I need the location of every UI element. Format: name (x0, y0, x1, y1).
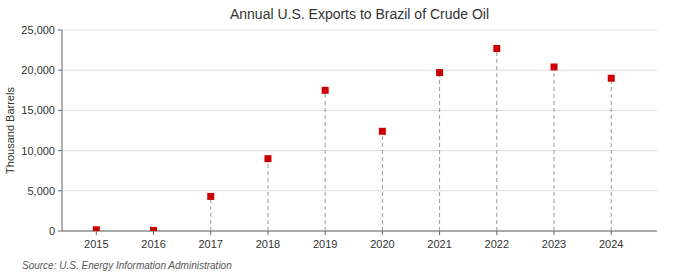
y-tick-label: 25,000 (21, 24, 55, 36)
x-tick-label: 2017 (199, 238, 223, 250)
x-tick-label: 2020 (370, 238, 394, 250)
chart: Annual U.S. Exports to Brazil of Crude O… (0, 0, 675, 275)
point (93, 226, 100, 231)
y-tick-label: 5,000 (27, 185, 55, 197)
y-tick (58, 30, 62, 31)
title: Annual U.S. Exports to Brazil of Crude O… (230, 6, 489, 22)
y-axis-label: Thousand Barrels (4, 87, 16, 174)
stem (382, 131, 383, 231)
grid-line (62, 30, 657, 31)
stem (267, 159, 268, 231)
point (322, 87, 329, 94)
point (207, 193, 214, 200)
x-tick (325, 231, 326, 235)
stem (554, 67, 555, 231)
point (379, 128, 386, 135)
point (436, 69, 443, 76)
y-tick-label: 20,000 (21, 64, 55, 76)
y-tick-label: 0 (49, 225, 55, 237)
stem (611, 78, 612, 231)
x-tick-label: 2015 (84, 238, 108, 250)
point (150, 227, 157, 231)
y-tick (58, 190, 62, 191)
x-tick (382, 231, 383, 235)
stem (439, 73, 440, 231)
y-tick (58, 231, 62, 232)
x-tick (439, 231, 440, 235)
x-tick (96, 231, 97, 235)
point (551, 63, 558, 70)
stem (325, 90, 326, 231)
y-tick-label: 15,000 (21, 104, 55, 116)
source: Source: U.S. Energy Information Administ… (22, 260, 232, 271)
x-tick (554, 231, 555, 235)
y-tick (58, 70, 62, 71)
x-tick (496, 231, 497, 235)
y-tick (58, 150, 62, 151)
grid-line (62, 150, 657, 151)
x-tick-label: 2024 (599, 238, 623, 250)
x-tick (210, 231, 211, 235)
point (608, 75, 615, 82)
grid-line (62, 190, 657, 191)
x-tick (611, 231, 612, 235)
x-tick (153, 231, 154, 235)
grid-line (62, 70, 657, 71)
grid (62, 30, 657, 231)
x-tick-label: 2021 (427, 238, 451, 250)
x-tick (267, 231, 268, 235)
x-tick-label: 2023 (542, 238, 566, 250)
x-tick-label: 2022 (485, 238, 509, 250)
x-tick-label: 2018 (256, 238, 280, 250)
marks (93, 45, 615, 231)
stem (496, 48, 497, 231)
point (493, 45, 500, 52)
grid-line (62, 110, 657, 111)
stem (210, 196, 211, 231)
point (264, 155, 271, 162)
x-tick-label: 2016 (141, 238, 165, 250)
x-tick-label: 2019 (313, 238, 337, 250)
y-tick-label: 10,000 (21, 145, 55, 157)
y-tick (58, 110, 62, 111)
y-axis (62, 30, 63, 231)
